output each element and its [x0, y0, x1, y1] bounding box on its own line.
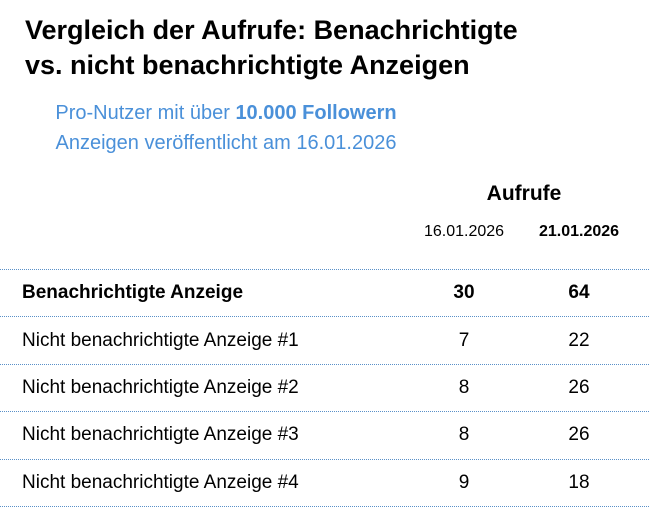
page-title-line2: vs. nicht benachrichtigte Anzeigen	[25, 50, 470, 80]
row-value-date1: 7	[458, 329, 470, 351]
row-value-date1: 8	[458, 376, 470, 398]
row-value-date1: 8	[458, 424, 470, 446]
table-group-header-row: Aufrufe	[0, 182, 649, 206]
row-value-date1: 9	[458, 471, 470, 493]
row-label: Nicht benachrichtigte Anzeige #4	[22, 471, 299, 493]
group-header-aufrufe: Aufrufe	[486, 182, 562, 205]
table-body: Benachrichtigte Anzeige 30 64 Nicht bena…	[0, 269, 649, 507]
row-value-date2: 26	[568, 376, 590, 398]
table-row-nicht-benachrichtigt-1: Nicht benachrichtigte Anzeige #1 7 22	[0, 316, 649, 363]
row-value-date2: 22	[568, 329, 590, 351]
column-header-date-2: 21.01.2026	[538, 223, 620, 240]
table-row-benachrichtigt: Benachrichtigte Anzeige 30 64	[0, 269, 649, 316]
page-title-line1: Vergleich der Aufrufe: Benachrichtigte	[25, 15, 518, 45]
table-row-nicht-benachrichtigt-2: Nicht benachrichtigte Anzeige #2 8 26	[0, 363, 649, 411]
comparison-table: Aufrufe 16.01.2026 21.01.2026 Benachrich…	[0, 182, 649, 507]
table-row-nicht-benachrichtigt-4: Nicht benachrichtigte Anzeige #4 9 18	[0, 458, 649, 506]
subtitle-line2: Anzeigen veröffentlicht am 16.01.2026	[55, 132, 397, 154]
subtitle: Pro-Nutzer mit über 10.000 Followern Anz…	[0, 98, 452, 158]
column-header-date-1: 16.01.2026	[423, 223, 505, 240]
row-value-date2: 26	[568, 424, 590, 446]
row-value-date2: 64	[568, 282, 590, 304]
row-label: Nicht benachrichtigte Anzeige #3	[22, 424, 299, 446]
subtitle-line1-regular: Pro-Nutzer mit über	[55, 102, 236, 124]
table-row-nicht-benachrichtigt-3: Nicht benachrichtigte Anzeige #3 8 26	[0, 411, 649, 458]
subtitle-line1-bold: 10.000 Followern	[235, 102, 397, 124]
row-label: Benachrichtigte Anzeige	[22, 282, 244, 304]
row-value-date1: 30	[453, 282, 475, 304]
row-value-date2: 18	[568, 471, 590, 493]
page-title: Vergleich der Aufrufe: Benachrichtigte v…	[0, 0, 649, 83]
subtitle-line1: Pro-Nutzer mit über 10.000 Followern	[0, 98, 452, 128]
table-column-header-row: 16.01.2026 21.01.2026	[0, 222, 649, 241]
row-label: Nicht benachrichtigte Anzeige #1	[22, 329, 299, 351]
row-label: Nicht benachrichtigte Anzeige #2	[22, 376, 299, 398]
